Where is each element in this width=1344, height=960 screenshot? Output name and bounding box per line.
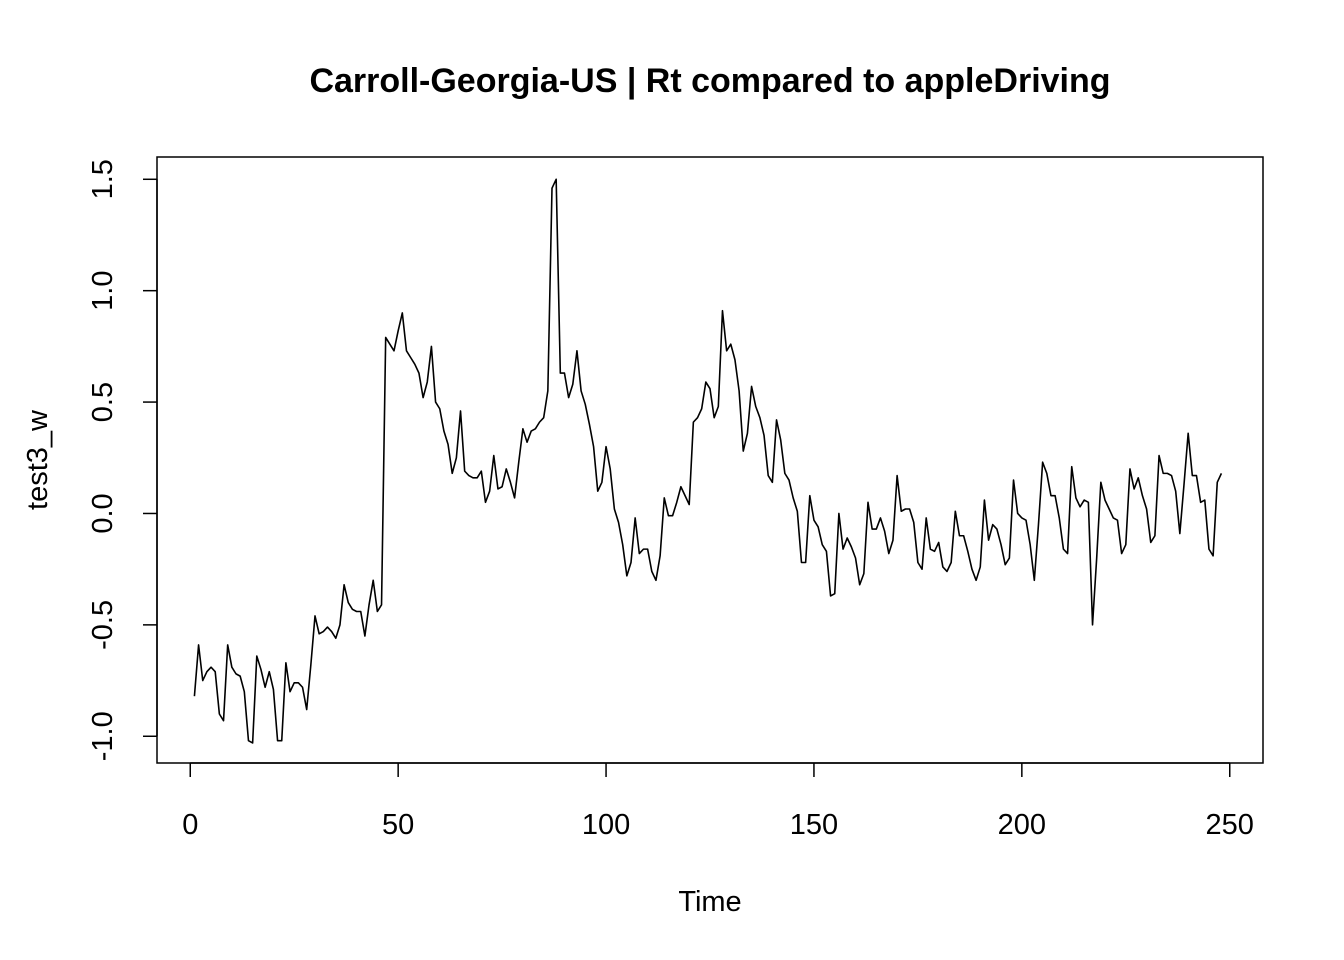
y-tick-label: 1.5	[87, 159, 119, 199]
y-tick-label: -0.5	[87, 600, 119, 650]
x-tick-label: 0	[182, 809, 198, 841]
y-axis-label: test3_w	[22, 409, 54, 510]
y-axis: -1.0 -0.5 0.0 0.5 1.0 1.5	[87, 159, 158, 761]
series-line	[193, 178, 1223, 744]
chart-title: Carroll-Georgia-US | Rt compared to appl…	[309, 62, 1110, 100]
x-tick-label: 250	[1206, 809, 1254, 841]
plot-frame	[156, 156, 1264, 764]
series-layer	[193, 178, 1223, 744]
x-tick-label: 150	[790, 809, 838, 841]
x-tick-label: 100	[582, 809, 630, 841]
x-axis-label: Time	[678, 886, 741, 918]
y-tick-label: 0.0	[87, 493, 119, 533]
y-tick-label: 1.0	[87, 271, 119, 311]
x-tick-label: 50	[382, 809, 414, 841]
x-tick-label: 200	[998, 809, 1046, 841]
x-axis: 0 50 100 150 200 250	[182, 762, 1254, 841]
y-tick-label: -1.0	[87, 711, 119, 761]
y-tick-label: 0.5	[87, 382, 119, 422]
